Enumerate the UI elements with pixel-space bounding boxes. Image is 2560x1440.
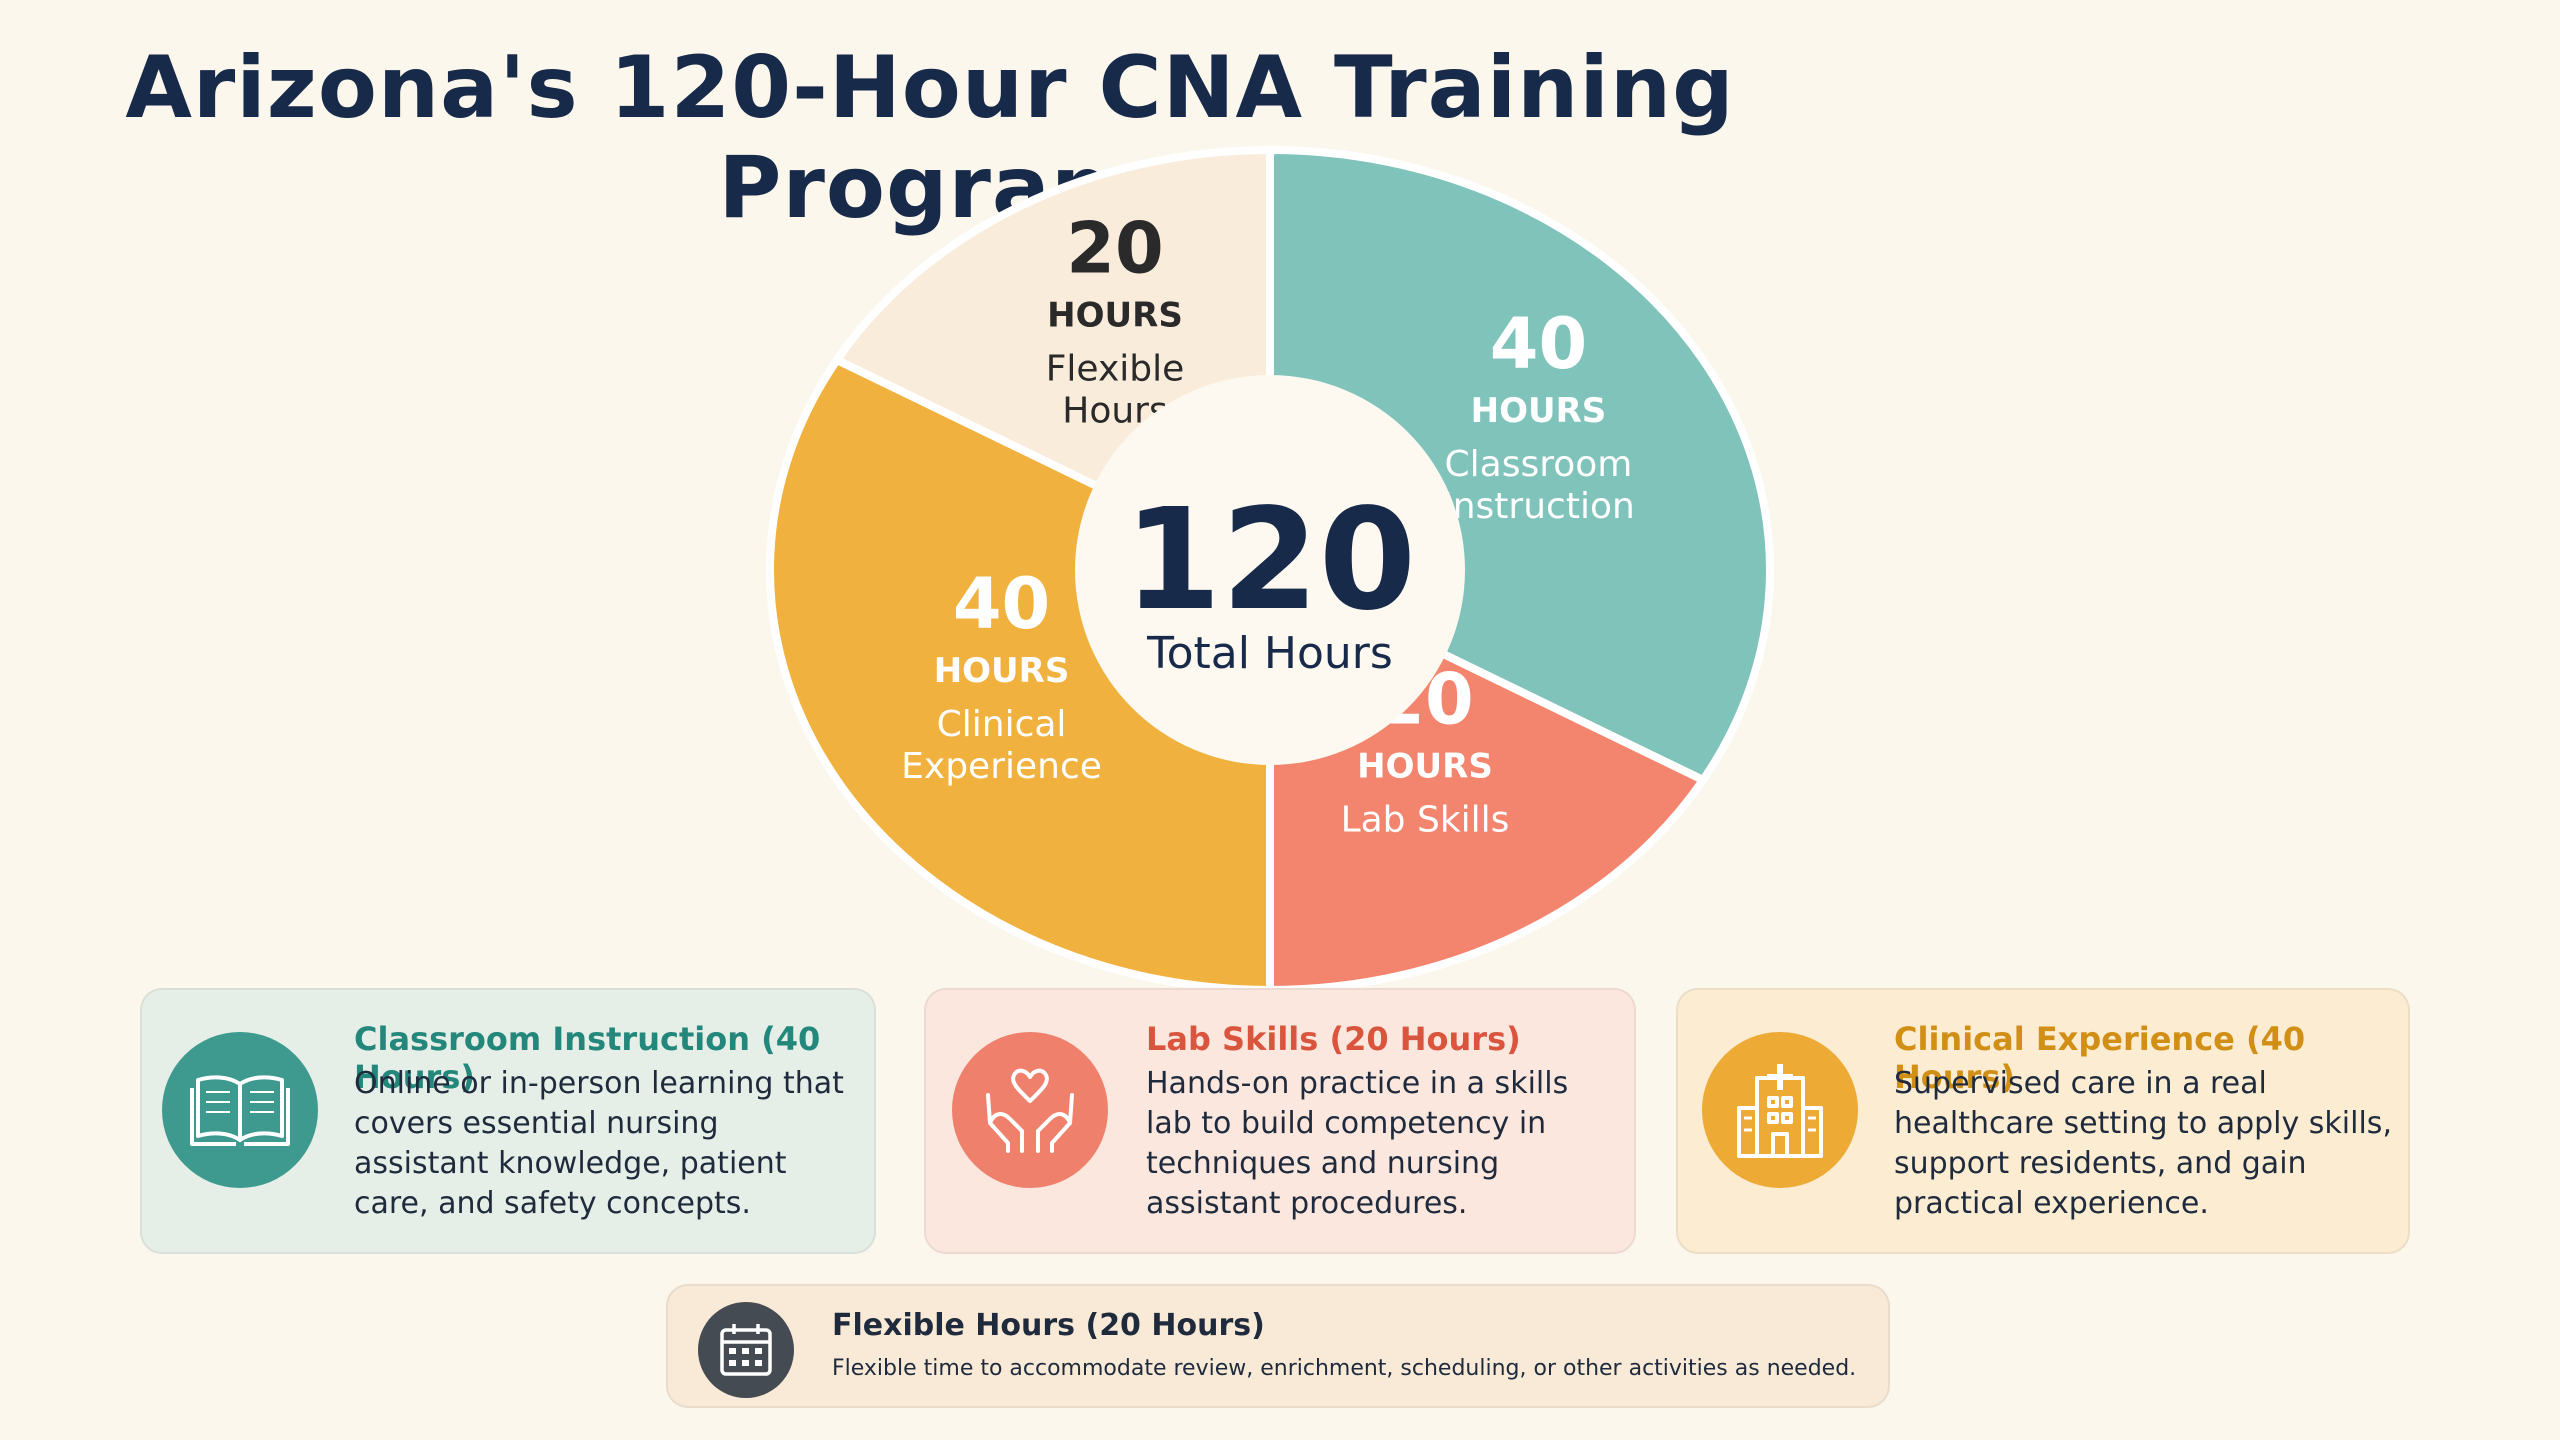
hands-heart-icon <box>952 1032 1108 1188</box>
slice-unit-label: HOURS <box>934 651 1070 691</box>
clinical-card-title: Clinical Experience (40 Hours) <box>1894 1020 2306 1096</box>
slice-name-label: Experience <box>901 746 1102 787</box>
classroom-card-title: Classroom Instruction (40 Hours) <box>354 1020 821 1096</box>
center-total: 120 <box>1124 479 1416 642</box>
flexible-card-description: Flexible time to accommodate review, enr… <box>832 1356 1857 1381</box>
calendar-icon <box>698 1302 794 1398</box>
slice-name-label: Clinical <box>937 704 1067 745</box>
slice-value-label: 40 <box>953 563 1050 645</box>
slice-unit-label: HOURS <box>1471 391 1607 431</box>
lab-card-description: Hands-on practice in a skills lab to bui… <box>1146 1066 1569 1221</box>
lab-card: Lab Skills (20 Hours) Hands-on practice … <box>924 988 1636 1254</box>
flexible-card-title: Flexible Hours (20 Hours) <box>832 1308 1265 1343</box>
slice-name-label: Classroom <box>1445 444 1633 485</box>
slice-value-label: 20 <box>1066 207 1163 289</box>
flexible-card: Flexible Hours (20 Hours) Flexible time … <box>666 1284 1890 1408</box>
slice-name-label: Lab Skills <box>1341 800 1510 841</box>
open-book-icon <box>162 1032 318 1188</box>
clinical-card-description: Supervised care in a real healthcare set… <box>1894 1066 2392 1221</box>
slice-value-label: 40 <box>1490 303 1587 385</box>
clinical-card: Clinical Experience (40 Hours) Supervise… <box>1676 988 2410 1254</box>
classroom-card-description: Online or in-person learning that covers… <box>354 1066 844 1221</box>
slice-unit-label: HOURS <box>1357 747 1493 787</box>
lab-card-title: Lab Skills (20 Hours) <box>1146 1020 1521 1058</box>
hospital-icon <box>1702 1032 1858 1188</box>
slice-name-label: Instruction <box>1442 486 1635 527</box>
slice-name-label: Flexible <box>1046 348 1185 389</box>
donut-center <box>1075 375 1465 765</box>
classroom-card: Classroom Instruction (40 Hours) Online … <box>140 988 876 1254</box>
slice-unit-label: HOURS <box>1047 295 1183 335</box>
center-label: Total Hours <box>1146 628 1393 679</box>
